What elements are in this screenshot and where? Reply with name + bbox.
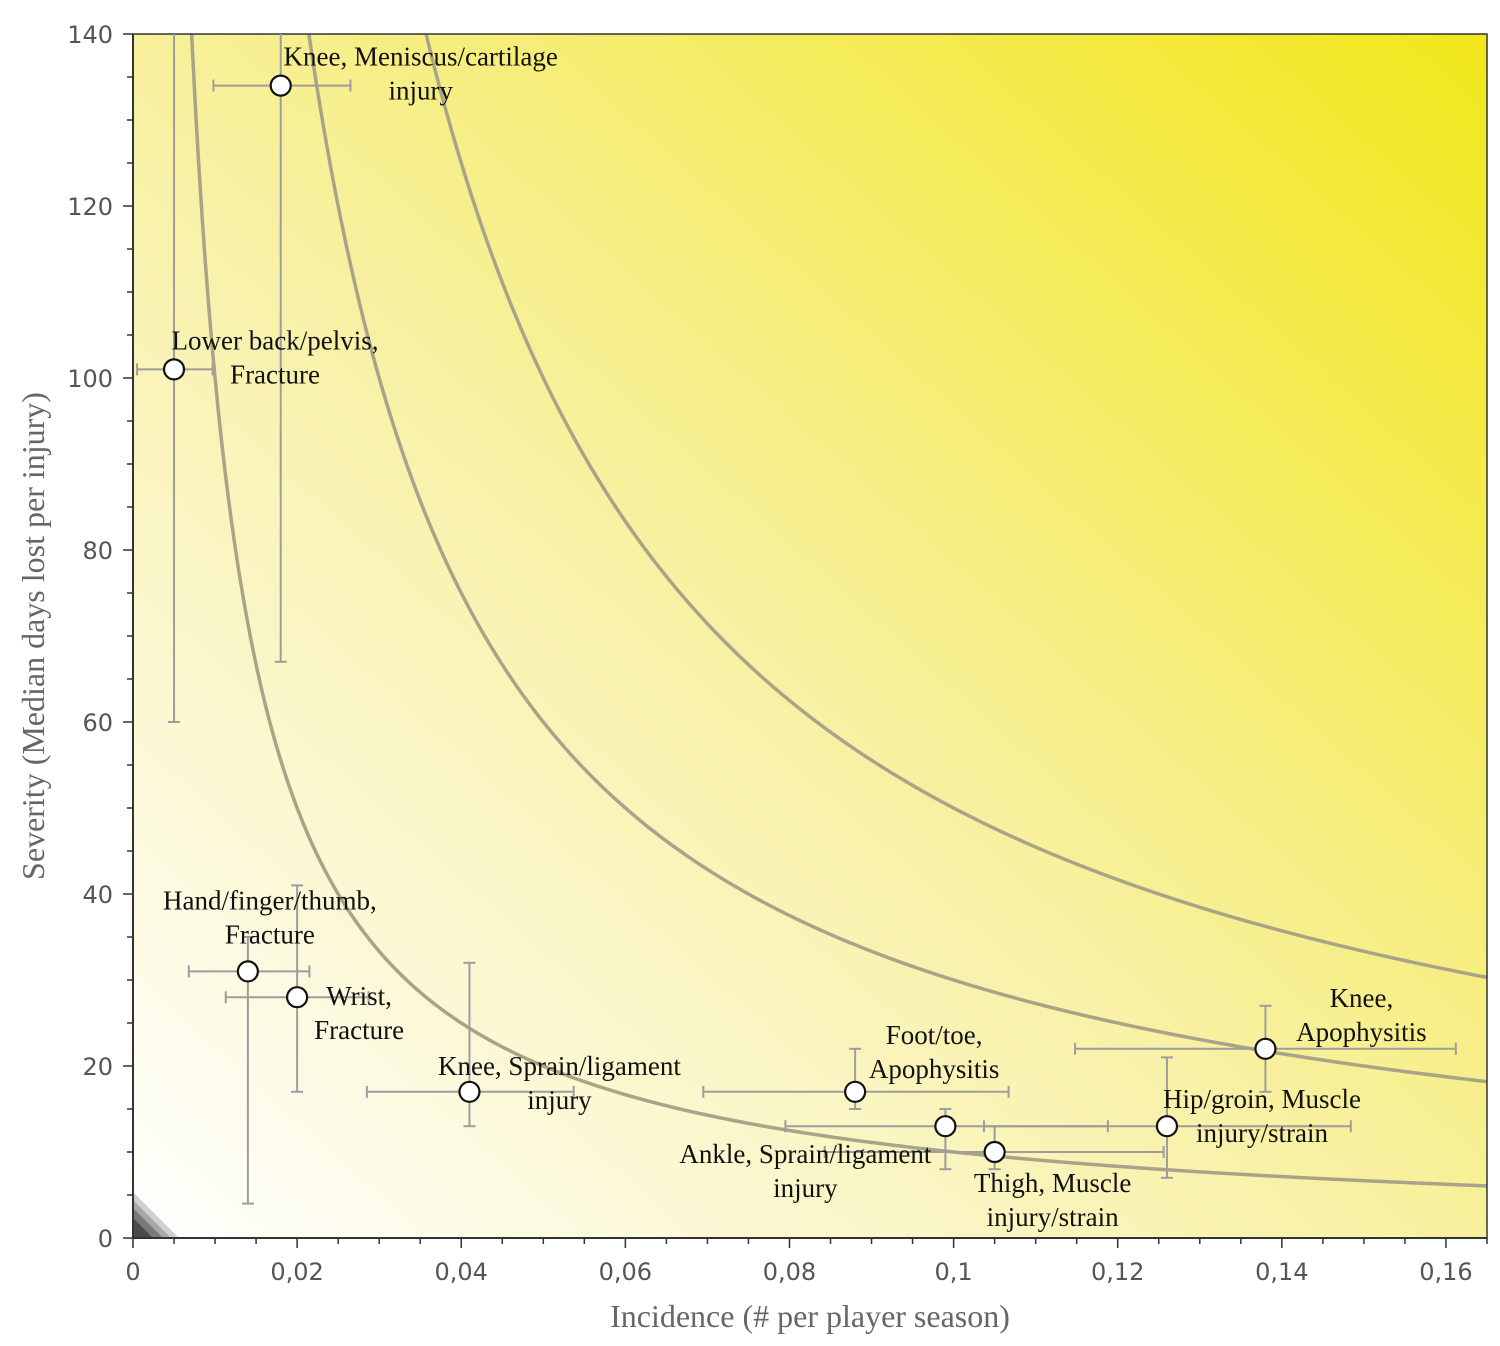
y-tick-label: 140 (67, 21, 113, 49)
data-point (162, 358, 186, 381)
x-axis-title: Incidence (# per player season) (610, 1298, 1010, 1334)
point-label: Hip/groin, Muscle (1163, 1084, 1361, 1114)
point-label: Lower back/pelvis, (172, 325, 379, 355)
y-tick-label: 0 (98, 1225, 113, 1253)
axes: 0 0,02 0,04 0,06 0,08 0,1 0,12 0,14 0,16 0 20 40 60 8… (67, 21, 1488, 1286)
point-label: Knee, (1330, 983, 1394, 1013)
point-label: Hand/finger/thumb, (163, 885, 377, 915)
iso-burden-curve (307, 34, 1487, 1084)
point-labels: Knee, Meniscus/cartilage injury Lower back… (163, 42, 1427, 1232)
data-point (269, 74, 292, 97)
data-point (1254, 1037, 1277, 1060)
data-points (162, 74, 1277, 1164)
point-label: Fracture (230, 359, 320, 389)
point-label: Apophysitis (1296, 1017, 1427, 1047)
x-tick-label: 0 (125, 1258, 140, 1286)
y-tick-label: 60 (82, 709, 113, 737)
point-label: Ankle, Sprain/ligament (679, 1139, 931, 1169)
x-tick-label: 0,02 (270, 1258, 323, 1286)
x-tick-label: 0,06 (599, 1258, 652, 1286)
y-tick-label: 20 (82, 1053, 113, 1081)
point-label: Thigh, Muscle (974, 1168, 1131, 1198)
point-label: Wrist, (326, 981, 392, 1011)
data-point (1155, 1115, 1179, 1138)
x-tick-label: 0,08 (763, 1258, 816, 1286)
corner-shading (133, 1192, 179, 1238)
data-point (236, 960, 259, 983)
y-axis-title: Severity (Median days lost per injury) (15, 392, 51, 880)
point-label: injury/strain (987, 1202, 1119, 1232)
y-tick-label: 80 (82, 537, 113, 565)
data-point (934, 1115, 957, 1138)
point-label: Fracture (314, 1015, 404, 1045)
point-label: Apophysitis (869, 1054, 1000, 1084)
point-label: Fracture (225, 919, 315, 949)
point-label: Knee, Sprain/ligament (438, 1051, 681, 1081)
y-tick-label: 100 (67, 365, 113, 393)
x-tick-label: 0,12 (1091, 1258, 1144, 1286)
point-label: injury/strain (1196, 1118, 1328, 1148)
iso-burden-curves (189, 34, 1487, 1188)
point-label: Knee, Meniscus/cartilage (284, 42, 558, 72)
y-tick-label: 40 (82, 881, 113, 909)
data-point (844, 1080, 867, 1103)
data-point (983, 1140, 1006, 1164)
x-tick-label: 0,14 (1255, 1258, 1308, 1286)
point-label: Foot/toe, (886, 1020, 983, 1050)
data-point (458, 1080, 481, 1103)
plot-background (133, 34, 1487, 1238)
point-label: injury (388, 76, 453, 106)
y-tick-label: 120 (67, 193, 113, 221)
x-tick-label: 0,1 (935, 1258, 973, 1286)
x-tick-label: 0,16 (1419, 1258, 1472, 1286)
corner-shade-band (133, 1218, 153, 1238)
point-label: injury (527, 1085, 592, 1115)
iso-burden-curve (189, 34, 1487, 1188)
data-point (286, 986, 309, 1009)
x-tick-label: 0,04 (435, 1258, 488, 1286)
point-label: injury (773, 1173, 838, 1203)
iso-burden-curve (424, 34, 1487, 980)
